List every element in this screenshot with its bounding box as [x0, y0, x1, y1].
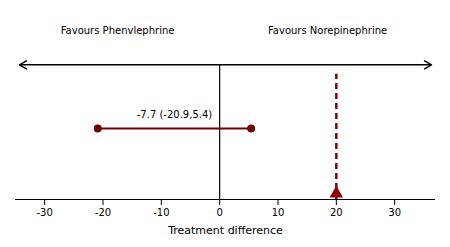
- svg-text:10: 10: [272, 207, 285, 218]
- svg-text:-7.7 (-20.9,5.4): -7.7 (-20.9,5.4): [137, 109, 213, 120]
- svg-text:-10: -10: [153, 207, 169, 218]
- svg-text:-30: -30: [36, 207, 52, 218]
- svg-text:Favours Norepinephrine: Favours Norepinephrine: [268, 25, 387, 36]
- svg-text:Treatment difference: Treatment difference: [167, 224, 283, 237]
- svg-text:-20: -20: [95, 207, 111, 218]
- svg-text:20: 20: [330, 207, 343, 218]
- svg-text:0: 0: [216, 207, 222, 218]
- svg-text:30: 30: [388, 207, 401, 218]
- svg-text:Favours Phenvlephrine: Favours Phenvlephrine: [61, 25, 175, 36]
